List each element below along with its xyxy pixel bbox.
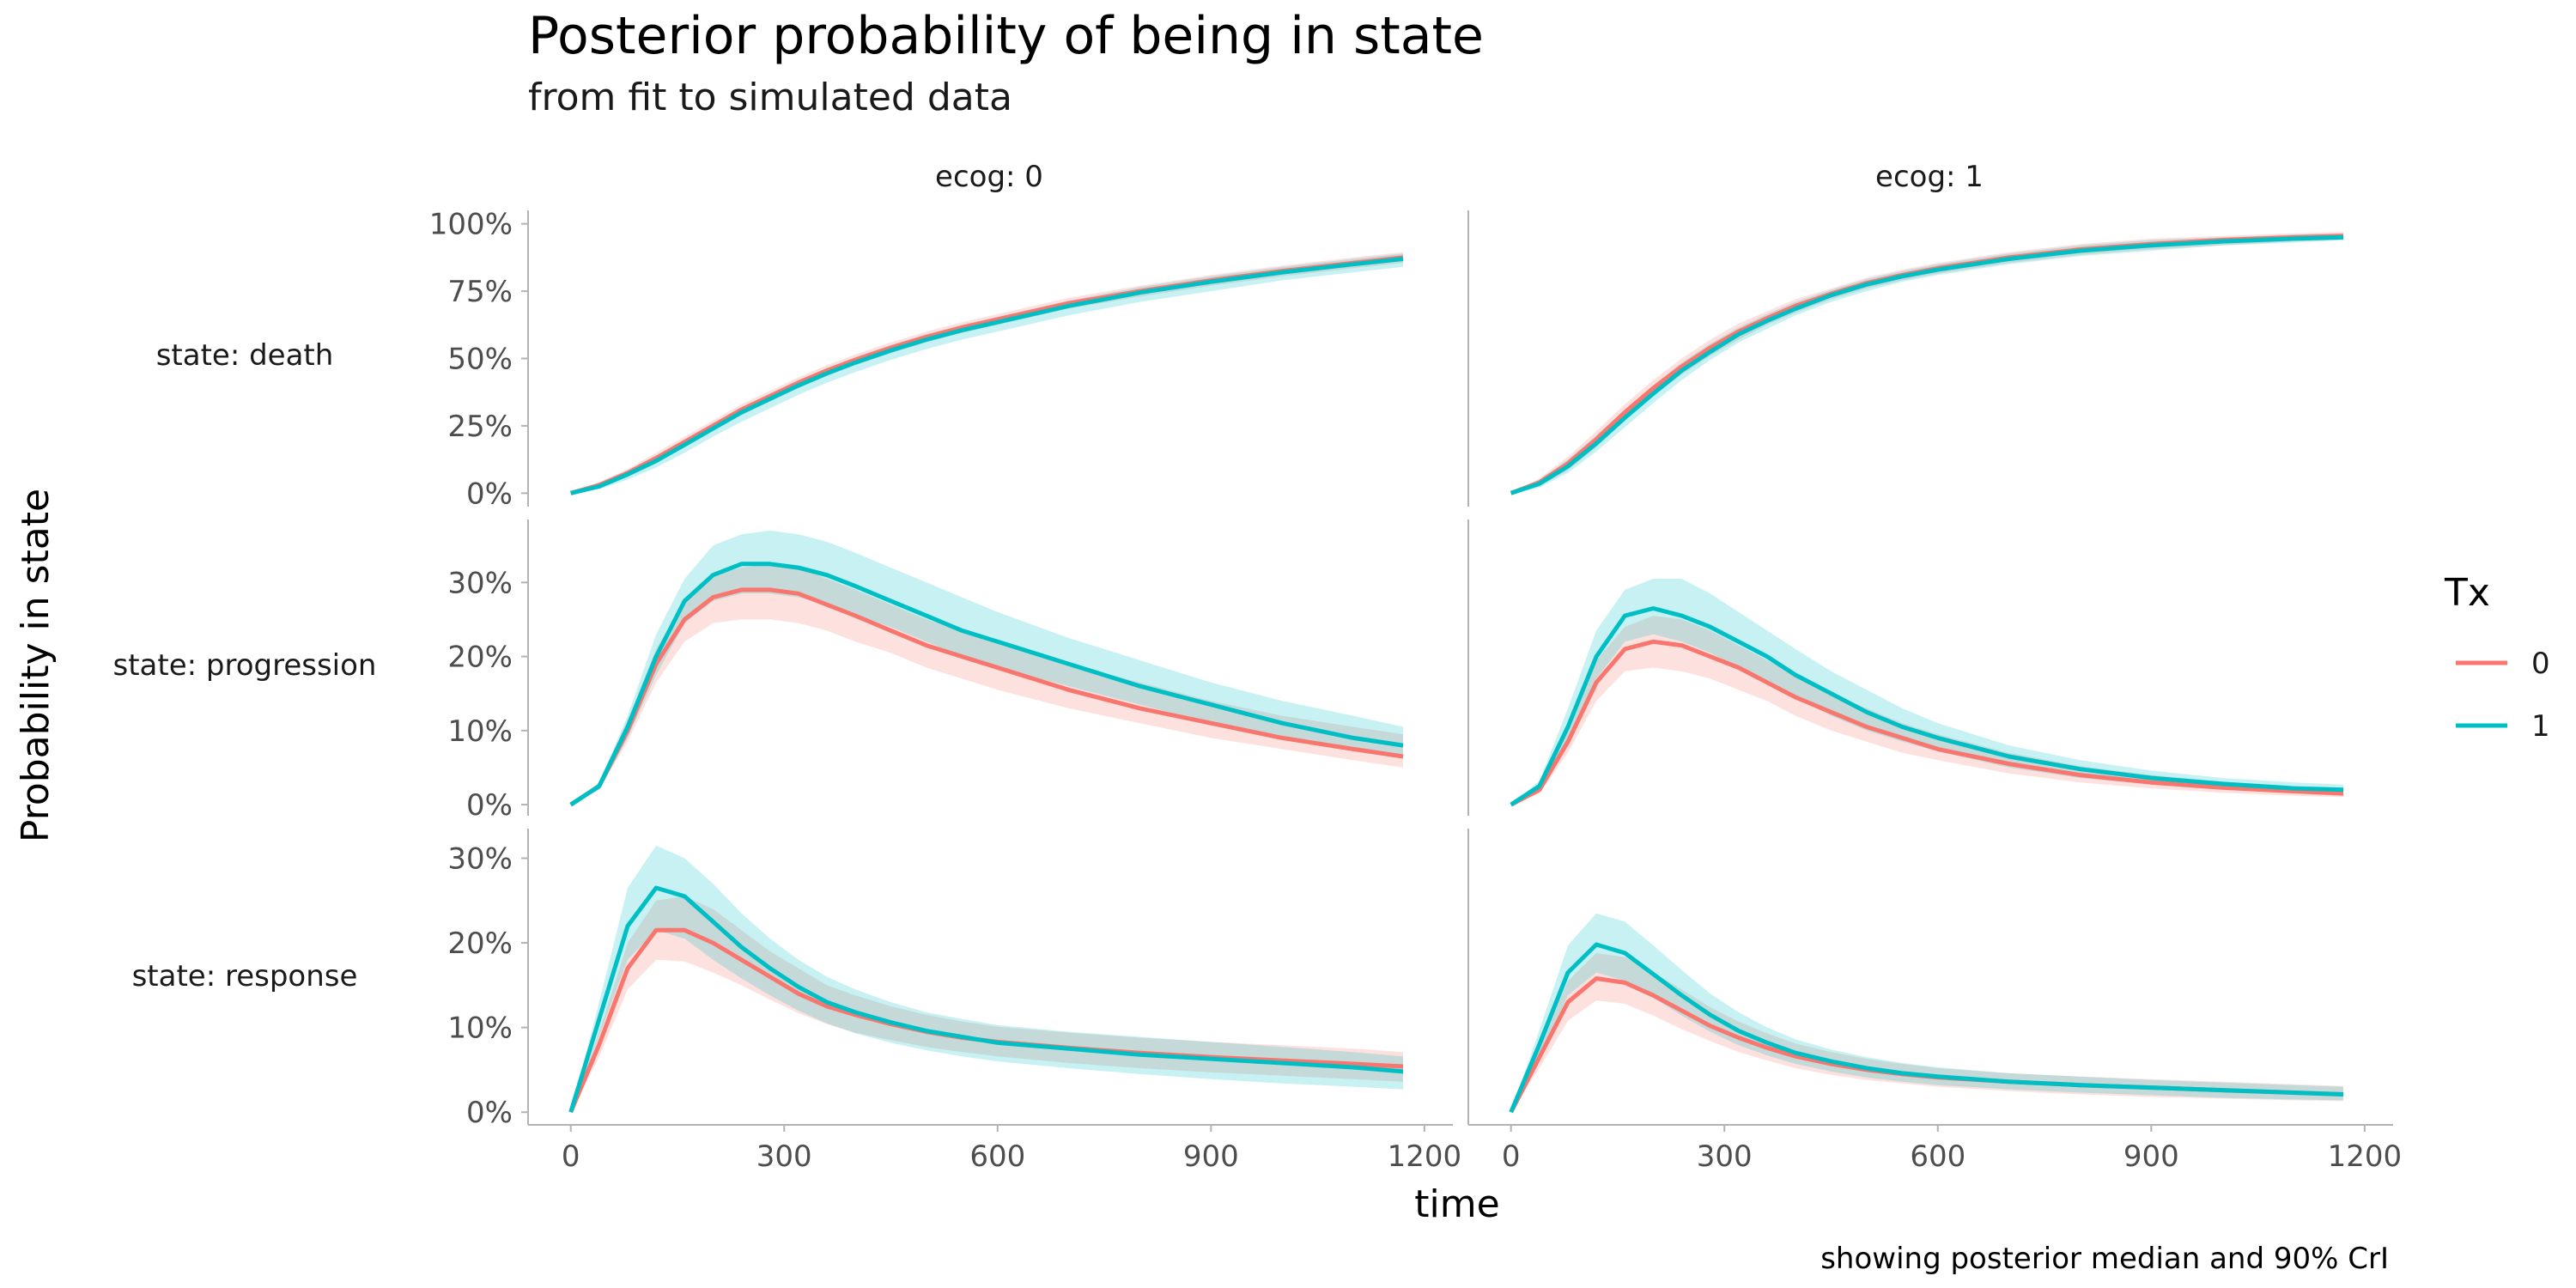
x-tick-label: 900 — [2123, 1139, 2179, 1174]
legend-label-tx-1: 1 — [2531, 709, 2550, 744]
median-line-tx-1-panel-response-ecog-1 — [1509, 942, 2344, 1114]
y-tick-label: 10% — [447, 1012, 513, 1046]
ribbon-tx-0-panel-death-ecog-1 — [1510, 232, 2343, 494]
x-tick-label: 600 — [1910, 1139, 1965, 1174]
ribbon-tx-1-panel-response-ecog-0 — [570, 845, 1403, 1113]
legend: Tx 0 1 — [2444, 571, 2550, 744]
median-line-tx-1-panel-progression-ecog-1 — [1510, 606, 2344, 807]
panel-progression-ecog-0: 0% 10% 20% 30% — [447, 519, 1404, 823]
y-tick-label: 20% — [447, 927, 513, 961]
facet-panels: 0% 25% 50% 75% 100% 0% 10% 20% 30% 0% 10% 20% 30% 0 30… — [429, 208, 2402, 1174]
facet-col-strip-ecog-1: ecog: 1 — [1875, 160, 1984, 194]
y-tick-label: 10% — [447, 714, 513, 749]
median-line-tx-0-panel-progression-ecog-1 — [1510, 639, 2344, 807]
y-tick-label: 0% — [466, 477, 513, 511]
y-tick-label: 50% — [447, 343, 513, 377]
panel-death-ecog-0: 0% 25% 50% 75% 100% — [429, 208, 1404, 511]
x-tick-label: 1200 — [2328, 1139, 2403, 1174]
median-line-tx-1-panel-death-ecog-0 — [570, 257, 1404, 495]
ribbon-tx-0-panel-death-ecog-0 — [570, 252, 1403, 494]
panel-progression-ecog-1 — [1467, 519, 2344, 816]
y-tick-label: 30% — [447, 566, 513, 600]
panel-death-ecog-1 — [1467, 210, 2344, 507]
median-line-tx-1-panel-progression-ecog-0 — [569, 562, 1404, 807]
y-axis-title: Probability in state — [14, 489, 58, 842]
y-tick-label: 20% — [447, 641, 513, 675]
ribbon-tx-0-panel-progression-ecog-1 — [1510, 616, 2343, 805]
x-axis-title: time — [1414, 1182, 1499, 1226]
median-line-tx-1-panel-response-ecog-0 — [568, 885, 1404, 1113]
y-tick-label: 75% — [447, 275, 513, 309]
chart-title: Posterior probability of being in state — [528, 6, 1484, 66]
x-tick-label: 300 — [756, 1139, 812, 1174]
ribbon-tx-0-panel-progression-ecog-0 — [570, 563, 1403, 805]
x-tick-label: 900 — [1183, 1139, 1239, 1174]
facet-row-strip-death: state: death — [156, 338, 334, 373]
x-tick-label: 600 — [969, 1139, 1025, 1174]
panel-response-ecog-1: 0 300 600 900 1200 — [1467, 829, 2403, 1174]
median-line-tx-0-panel-death-ecog-0 — [570, 255, 1404, 495]
x-tick-label: 0 — [1502, 1139, 1521, 1174]
legend-label-tx-0: 0 — [2531, 647, 2550, 681]
chart-subtitle: from fit to simulated data — [528, 76, 1012, 119]
facet-row-strip-progression: state: progression — [113, 648, 377, 683]
ribbon-tx-1-panel-progression-ecog-1 — [1510, 579, 2343, 805]
y-tick-label: 0% — [466, 788, 513, 823]
y-tick-label: 30% — [447, 842, 513, 877]
panel-response-ecog-0: 0% 10% 20% 30% 0 300 600 900 1200 — [447, 829, 1461, 1174]
median-line-tx-0-panel-progression-ecog-0 — [569, 587, 1404, 807]
chart-caption: showing posterior median and 90% CrI — [1820, 1242, 2389, 1276]
facet-col-strip-ecog-0: ecog: 0 — [935, 160, 1043, 194]
y-tick-label: 0% — [466, 1096, 513, 1130]
median-line-tx-1-panel-death-ecog-1 — [1510, 234, 2344, 495]
x-tick-label: 300 — [1697, 1139, 1753, 1174]
x-tick-label: 1200 — [1388, 1139, 1462, 1174]
y-tick-label: 25% — [447, 410, 513, 444]
legend-title: Tx — [2444, 571, 2490, 615]
facet-row-strip-response: state: response — [132, 959, 358, 993]
ribbon-tx-1-panel-death-ecog-0 — [570, 253, 1403, 494]
ribbon-tx-0-panel-response-ecog-1 — [1510, 952, 2343, 1113]
y-tick-label: 100% — [429, 208, 513, 242]
x-tick-label: 0 — [562, 1139, 580, 1174]
